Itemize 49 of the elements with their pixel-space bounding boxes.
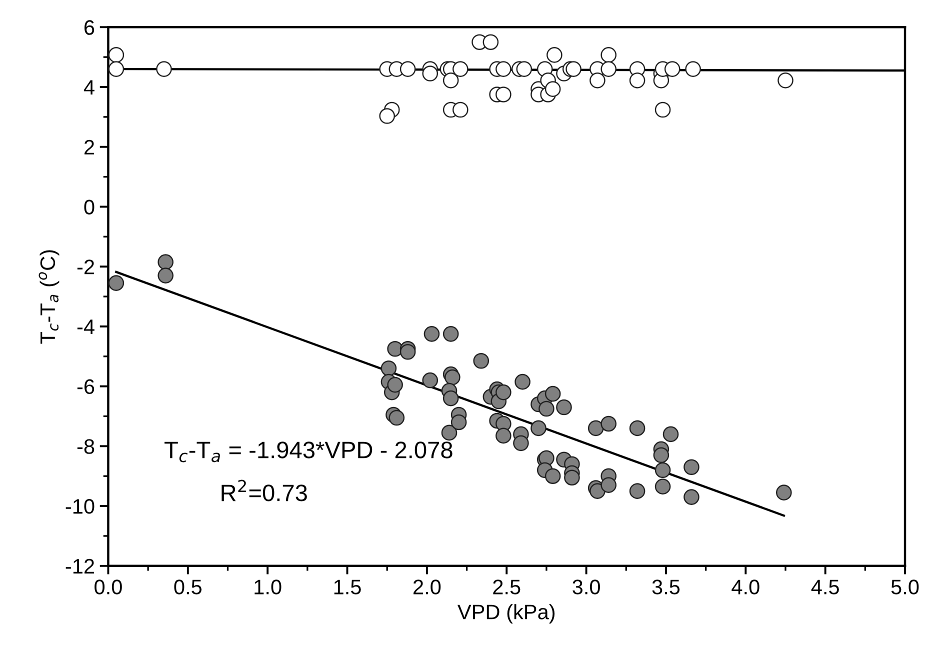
point	[600, 47, 617, 63]
point	[452, 102, 468, 118]
x-tick-label: 5.0	[891, 580, 919, 594]
y-tick-label: 4	[84, 80, 94, 95]
point	[516, 61, 532, 77]
y-tick-label: -6	[77, 379, 94, 394]
y-tick-label: -10	[66, 499, 94, 514]
y-tick-label: 2	[84, 140, 94, 154]
x-tick-label: 4.0	[732, 580, 760, 594]
x-tick-label: 2.0	[414, 580, 441, 594]
point	[482, 34, 499, 50]
y-tick-label: -12	[66, 558, 94, 574]
point	[442, 72, 459, 88]
x-tick-label: 3.5	[652, 580, 680, 594]
x-axis-title: VPD (kPa)	[458, 604, 555, 624]
point	[496, 61, 512, 77]
y-tick-label: -8	[77, 439, 94, 454]
x-tick-label: 4.5	[811, 580, 839, 594]
point	[546, 47, 562, 63]
point	[156, 61, 172, 77]
point	[400, 61, 416, 77]
x-tick-label: 1.0	[254, 580, 282, 594]
point	[566, 61, 582, 77]
annotation: T$_{c}$-T$_{a}$ = -1.943*VPD - 2.078	[164, 442, 452, 462]
x-tick-label: 0.0	[94, 580, 122, 594]
point	[654, 102, 671, 118]
point	[452, 61, 468, 77]
y-tick-label: -4	[77, 320, 94, 334]
x-tick-label: 0.5	[174, 580, 202, 594]
point	[685, 61, 701, 77]
y-axis-title: T$_{c}$-T$_{a}$ ($^{o}$C)	[38, 250, 60, 344]
point	[379, 108, 396, 124]
x-tick-label: 1.5	[334, 580, 361, 594]
y-tick-label: 6	[84, 20, 94, 35]
x-tick-label: 2.5	[493, 580, 520, 594]
point	[422, 66, 438, 82]
point	[544, 81, 561, 97]
point	[108, 47, 124, 63]
point	[590, 72, 606, 88]
point	[496, 86, 512, 102]
point	[629, 72, 646, 88]
annotation: R$^{2}$=0.73	[222, 480, 307, 502]
point	[778, 72, 794, 88]
y-tick-label: 0	[84, 200, 94, 214]
point	[664, 61, 680, 77]
point	[600, 61, 617, 77]
x-tick-label: 3.0	[572, 580, 600, 594]
y-tick-label: -2	[77, 260, 94, 274]
point	[108, 61, 124, 77]
